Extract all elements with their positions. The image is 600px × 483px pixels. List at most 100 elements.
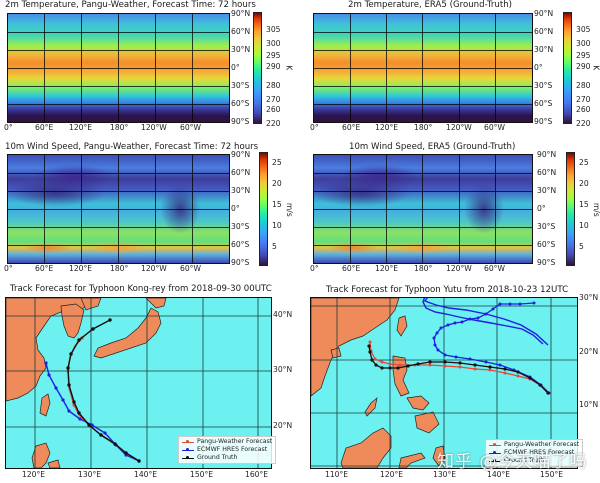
lat-tick: 0° [231, 63, 240, 72]
panel-title-temp-era5: 2m Temperature, ERA5 (Ground-Truth) [348, 0, 513, 10]
wind-era5-heatmap [313, 154, 533, 264]
kongrey-land-and-tracks [6, 298, 271, 468]
panel-title-track-kongrey: Track Forecast for Typhoon Kong-rey from… [10, 284, 272, 294]
lat-tick: 30°N [273, 365, 293, 374]
lat-tick: 60°N [231, 168, 251, 177]
lat-tick: 20°N [273, 421, 293, 430]
wind-pangu-heatmap [7, 154, 230, 264]
lat-tick: 90°S [231, 258, 250, 267]
cbar-tick: 5 [579, 242, 584, 251]
lat-tick: 30°N [537, 186, 557, 195]
colorbar-wind-pangu [259, 152, 268, 266]
cbar-tick: 25 [272, 158, 282, 167]
cbar-tick: 5 [272, 242, 277, 251]
lat-tick: 0° [537, 204, 546, 213]
lon-tick: 60°E [342, 123, 361, 132]
lon-tick: 120°W [141, 123, 167, 132]
cbar-tick: 295 [266, 51, 281, 60]
lat-tick: 90°N [231, 150, 251, 159]
legend-label: Ground Truth [504, 457, 545, 464]
lon-tick: 120°E [380, 470, 404, 479]
lon-tick: 60°E [342, 264, 361, 273]
legend-swatch-ground-truth [489, 458, 501, 462]
lon-tick: 140°E [134, 470, 158, 479]
lat-tick: 60°S [231, 240, 250, 249]
lon-tick: 130°E [433, 470, 457, 479]
lon-tick: 150°E [540, 470, 564, 479]
lat-tick: 60°S [231, 99, 250, 108]
lat-tick: 90°S [534, 117, 553, 126]
lon-tick: 120°E [69, 264, 93, 273]
cbar-tick: 20 [579, 179, 589, 188]
lon-tick: 150°E [190, 470, 214, 479]
lat-tick: 40°N [273, 310, 293, 319]
lat-tick: 30°S [537, 222, 556, 231]
cbar-tick: 15 [579, 200, 589, 209]
lat-tick: 30°N [534, 45, 554, 54]
colorbar-temp-pangu [253, 12, 262, 124]
cbar-tick: 220 [266, 119, 281, 128]
lon-tick: 0° [310, 264, 319, 273]
lon-tick: 130°E [78, 470, 102, 479]
lon-tick: 180° [414, 123, 433, 132]
lon-tick: 120°W [446, 123, 472, 132]
cbar-tick: 290 [266, 62, 281, 71]
panel-title-wind-era5: 10m Wind Speed, ERA5 (Ground-Truth) [349, 142, 516, 152]
track-kongrey-map [5, 297, 272, 469]
legend-swatch-pangu [182, 439, 194, 443]
cbar-tick: 305 [266, 25, 281, 34]
legend-kongrey: Pangu-Weather Forecast ECMWF HRES Foreca… [178, 436, 277, 464]
lon-tick: 120°W [141, 264, 167, 273]
lat-tick: 30°N [231, 186, 251, 195]
lon-tick: 110°E [325, 470, 349, 479]
lon-tick: 140°E [487, 470, 511, 479]
cbar-tick: 10 [579, 221, 589, 230]
lat-tick: 90°S [231, 117, 250, 126]
lon-tick: 120°E [69, 123, 93, 132]
lon-tick: 60°W [484, 123, 505, 132]
lon-tick: 0° [4, 264, 13, 273]
cbar-label: K [284, 65, 294, 71]
panel-title-temp-pangu: 2m Temperature, Pangu-Weather, Forecast … [5, 0, 256, 10]
lon-tick: 0° [4, 123, 13, 132]
legend-yutu: Pangu-Weather Forecast ECMWF HRES Foreca… [485, 439, 584, 467]
lat-tick: 60°N [534, 27, 554, 36]
cbar-tick: 15 [272, 200, 282, 209]
lat-tick: 90°N [537, 150, 557, 159]
cbar-tick: 290 [576, 62, 591, 71]
legend-swatch-ecmwf [489, 450, 501, 454]
legend-label: Pangu-Weather Forecast [197, 438, 273, 445]
colorbar-wind-era5 [566, 152, 575, 266]
lon-tick: 60°E [35, 123, 54, 132]
lon-tick: 60°E [35, 264, 54, 273]
legend-label: Pangu-Weather Forecast [504, 441, 580, 448]
lon-tick: 120°E [375, 264, 399, 273]
lat-tick: 90°N [231, 9, 251, 18]
lat-tick: 60°S [537, 240, 556, 249]
cbar-tick: 300 [266, 39, 281, 48]
lon-tick: 180° [414, 264, 433, 273]
temp-pangu-heatmap [7, 13, 230, 123]
lat-tick: 20°N [579, 347, 599, 356]
cbar-tick: 10 [272, 221, 282, 230]
lat-tick: 60°N [231, 27, 251, 36]
lon-tick: 120°W [446, 264, 472, 273]
panel-title-track-yutu: Track Forecast for Typhoon Yutu from 201… [326, 285, 569, 295]
cbar-tick: 295 [576, 51, 591, 60]
cbar-tick: 260 [576, 105, 591, 114]
cbar-label: m/s [591, 202, 600, 217]
lat-tick: 30°N [579, 293, 599, 302]
lat-tick: 30°S [231, 81, 250, 90]
lat-tick: 30°S [231, 222, 250, 231]
lat-tick: 90°S [537, 258, 556, 267]
lon-tick: 180° [110, 123, 129, 132]
cbar-tick: 270 [266, 95, 281, 104]
cbar-label: m/s [284, 202, 294, 217]
cbar-tick: 260 [266, 105, 281, 114]
lon-tick: 60°W [180, 123, 201, 132]
lon-tick: 180° [110, 264, 129, 273]
cbar-tick: 220 [576, 119, 591, 128]
panel-title-wind-pangu: 10m Wind Speed, Pangu-Weather, Forecast … [5, 142, 259, 152]
legend-label: ECMWF HRES Forecast [197, 446, 268, 453]
lon-tick: 0° [310, 123, 319, 132]
